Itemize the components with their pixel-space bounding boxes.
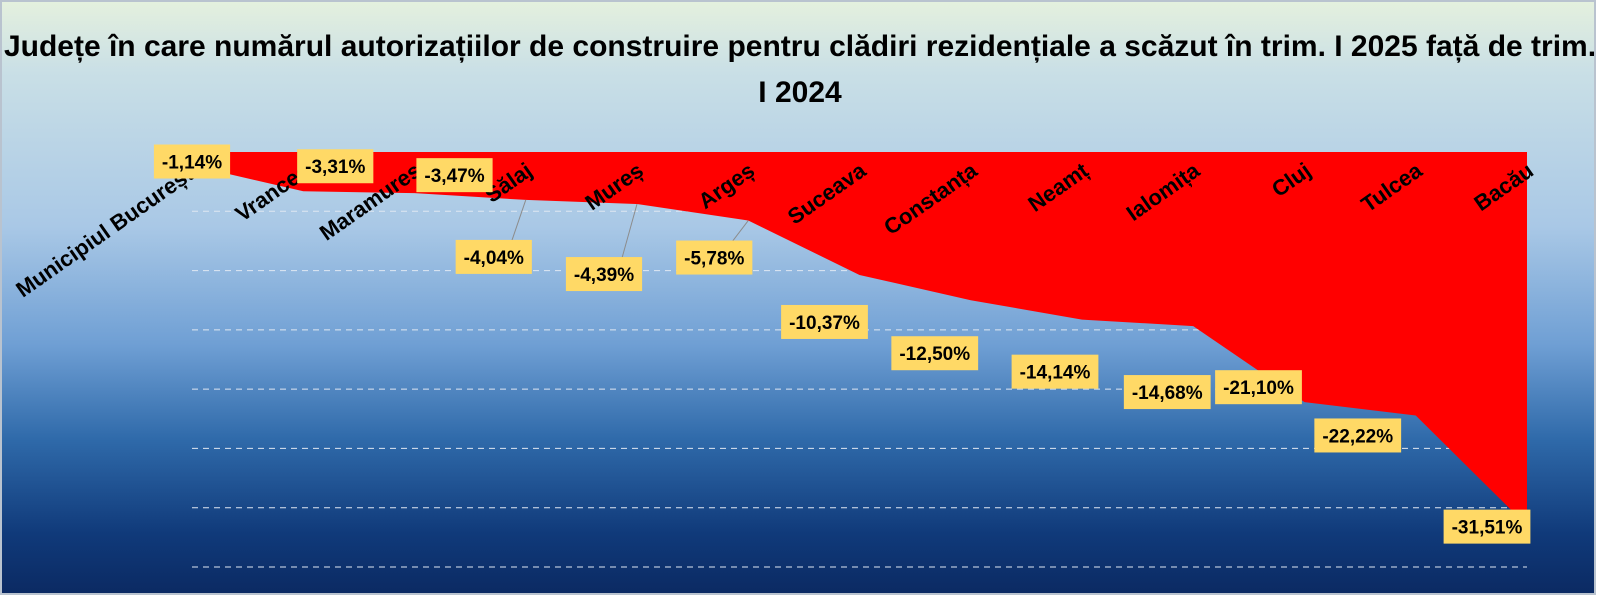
data-label: -5,78% [676, 240, 753, 275]
data-label: -1,14% [153, 144, 231, 179]
data-label-text: -1,14% [162, 153, 222, 174]
data-label: -14,68% [1123, 375, 1211, 410]
data-label-box [297, 149, 374, 184]
category-label: Municipiul București [11, 158, 203, 303]
data-label: -3,31% [297, 149, 374, 184]
data-label: -4,39% [565, 257, 643, 292]
data-label-text: -3,31% [305, 157, 365, 178]
data-label-box [1011, 354, 1099, 389]
data-label-text: -14,68% [1132, 383, 1203, 404]
data-label-text: -22,22% [1322, 426, 1393, 447]
data-label-text: -3,47% [424, 166, 484, 187]
data-label-box [781, 304, 868, 339]
data-label-text: -12,50% [899, 344, 970, 365]
data-label: -21,10% [1215, 370, 1302, 405]
data-label: -3,47% [416, 158, 493, 193]
leader-line [731, 220, 749, 242]
data-label-box [153, 144, 231, 179]
data-label-box [1123, 375, 1211, 410]
data-label-text: -5,78% [684, 249, 744, 270]
data-label: -22,22% [1314, 418, 1402, 453]
data-label: -4,04% [455, 239, 532, 274]
data-label-text: -4,04% [464, 248, 524, 269]
data-label-box [891, 336, 979, 371]
data-label-box [455, 239, 532, 274]
data-label-box [416, 158, 493, 193]
data-label: -10,37% [781, 304, 868, 339]
data-label-text: -4,39% [574, 265, 634, 286]
chart-title: Județe în care numărul autorizațiilor de… [3, 30, 1596, 109]
data-label-text: -21,10% [1223, 378, 1294, 399]
data-label-box [1215, 370, 1302, 405]
data-label-box [1443, 509, 1531, 544]
leader-line [621, 203, 638, 259]
data-label-box [676, 240, 753, 275]
data-label-box [565, 257, 643, 292]
data-label-text: -14,14% [1020, 363, 1091, 384]
data-label: -12,50% [891, 336, 979, 371]
data-label-text: -31,51% [1452, 518, 1523, 539]
area-series [192, 152, 1527, 526]
leader-line [511, 199, 527, 242]
data-label-box [1314, 418, 1402, 453]
data-label-text: -10,37% [789, 313, 860, 334]
data-label: -14,14% [1011, 354, 1099, 389]
data-label: -31,51% [1443, 509, 1531, 544]
